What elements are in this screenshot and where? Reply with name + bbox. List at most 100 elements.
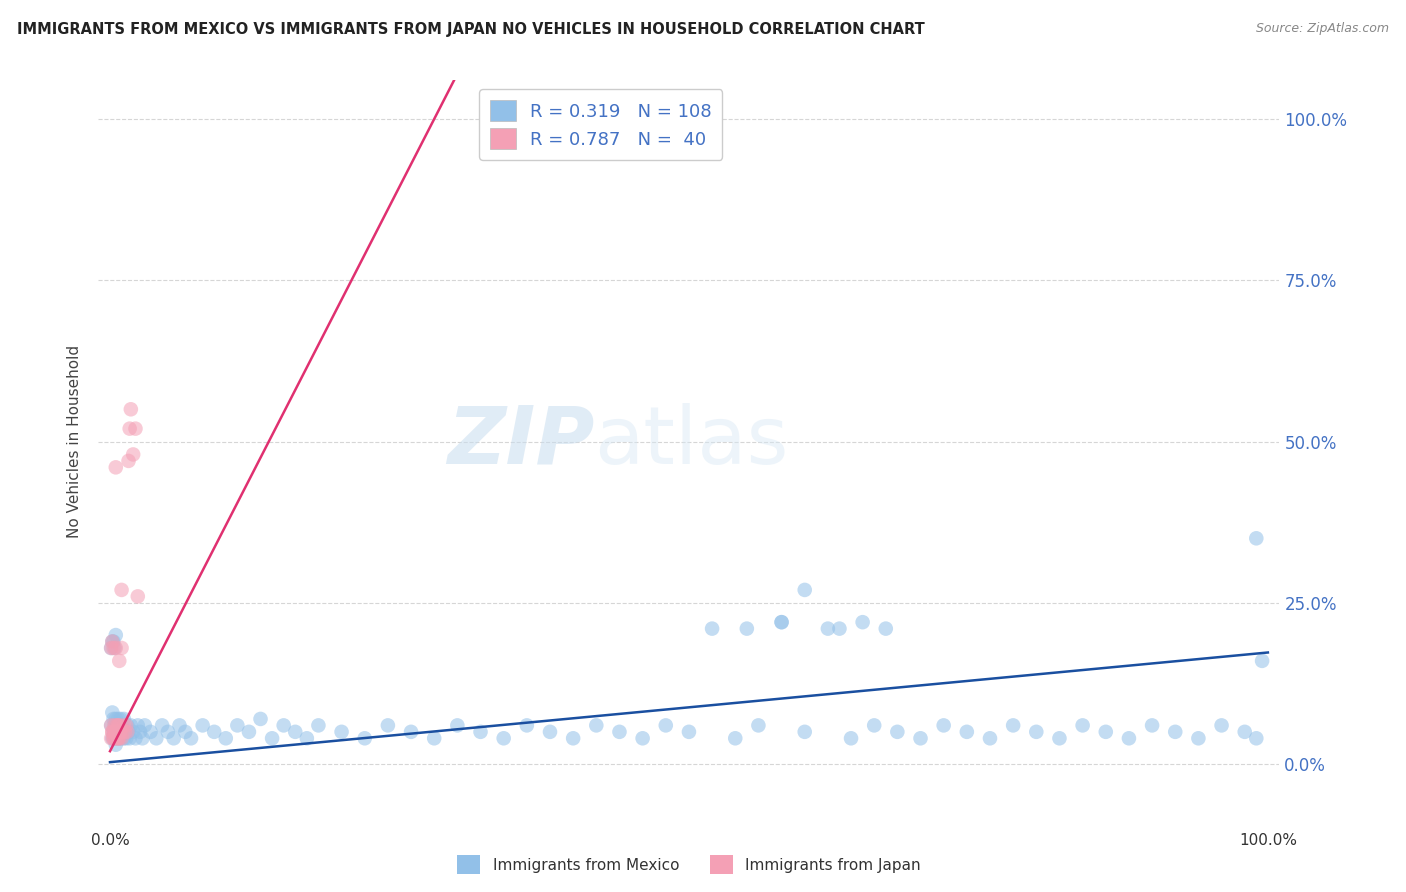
Point	[191, 718, 214, 732]
Point	[724, 731, 747, 746]
Point	[101, 634, 124, 648]
Point	[110, 718, 132, 732]
Point	[112, 718, 135, 732]
Point	[104, 718, 127, 732]
Point	[1211, 718, 1233, 732]
Point	[107, 731, 129, 746]
Point	[108, 718, 131, 732]
Point	[117, 718, 139, 732]
Point	[353, 731, 375, 746]
Point	[117, 454, 139, 468]
Point	[886, 724, 908, 739]
Point	[839, 731, 862, 746]
Point	[174, 724, 197, 739]
Point	[863, 718, 886, 732]
Point	[295, 731, 318, 746]
Point	[1164, 724, 1187, 739]
Point	[793, 724, 815, 739]
Point	[1246, 731, 1268, 746]
Point	[202, 724, 225, 739]
Point	[631, 731, 654, 746]
Point	[107, 718, 129, 732]
Point	[169, 718, 191, 732]
Point	[103, 712, 125, 726]
Point	[284, 724, 307, 739]
Point	[103, 634, 125, 648]
Point	[124, 731, 146, 746]
Point	[100, 731, 122, 746]
Point	[110, 640, 132, 655]
Point	[817, 622, 839, 636]
Point	[101, 634, 124, 648]
Point	[215, 731, 238, 746]
Point	[118, 731, 141, 746]
Point	[139, 724, 162, 739]
Point	[150, 718, 173, 732]
Point	[238, 724, 260, 739]
Point	[110, 582, 132, 597]
Point	[104, 460, 127, 475]
Point	[131, 731, 153, 746]
Point	[114, 724, 136, 739]
Point	[110, 712, 132, 726]
Point	[105, 724, 128, 739]
Point	[1233, 724, 1256, 739]
Point	[101, 706, 124, 720]
Point	[108, 731, 131, 746]
Point	[105, 718, 128, 732]
Point	[104, 731, 127, 746]
Point	[1140, 718, 1163, 732]
Legend: Immigrants from Mexico, Immigrants from Japan: Immigrants from Mexico, Immigrants from …	[451, 849, 927, 880]
Point	[117, 724, 139, 739]
Point	[770, 615, 793, 630]
Point	[115, 731, 138, 746]
Point	[423, 731, 446, 746]
Y-axis label: No Vehicles in Household: No Vehicles in Household	[67, 345, 83, 538]
Point	[127, 718, 149, 732]
Text: 0.0%: 0.0%	[90, 833, 129, 848]
Point	[1251, 654, 1274, 668]
Point	[1094, 724, 1116, 739]
Point	[112, 731, 135, 746]
Point	[114, 724, 136, 739]
Point	[145, 731, 167, 746]
Point	[105, 731, 128, 746]
Point	[120, 718, 142, 732]
Point	[470, 724, 492, 739]
Point	[111, 724, 134, 739]
Point	[108, 731, 131, 746]
Point	[747, 718, 769, 732]
Point	[163, 731, 186, 746]
Point	[1246, 531, 1268, 545]
Point	[110, 731, 132, 746]
Point	[100, 640, 122, 655]
Point	[1002, 718, 1025, 732]
Point	[1071, 718, 1094, 732]
Point	[101, 724, 124, 739]
Point	[262, 731, 284, 746]
Text: Source: ZipAtlas.com: Source: ZipAtlas.com	[1256, 22, 1389, 36]
Point	[107, 731, 129, 746]
Point	[118, 422, 141, 436]
Point	[678, 724, 700, 739]
Point	[875, 622, 897, 636]
Point	[979, 731, 1001, 746]
Point	[828, 622, 851, 636]
Point	[108, 718, 131, 732]
Point	[770, 615, 793, 630]
Point	[226, 718, 249, 732]
Text: ZIP: ZIP	[447, 402, 595, 481]
Point	[516, 718, 538, 732]
Point	[793, 582, 815, 597]
Point	[104, 640, 127, 655]
Point	[112, 712, 135, 726]
Text: atlas: atlas	[595, 402, 789, 481]
Point	[104, 724, 127, 739]
Point	[377, 718, 399, 732]
Point	[910, 731, 932, 746]
Point	[117, 724, 139, 739]
Point	[1025, 724, 1047, 739]
Point	[107, 724, 129, 739]
Point	[492, 731, 515, 746]
Point	[101, 731, 124, 746]
